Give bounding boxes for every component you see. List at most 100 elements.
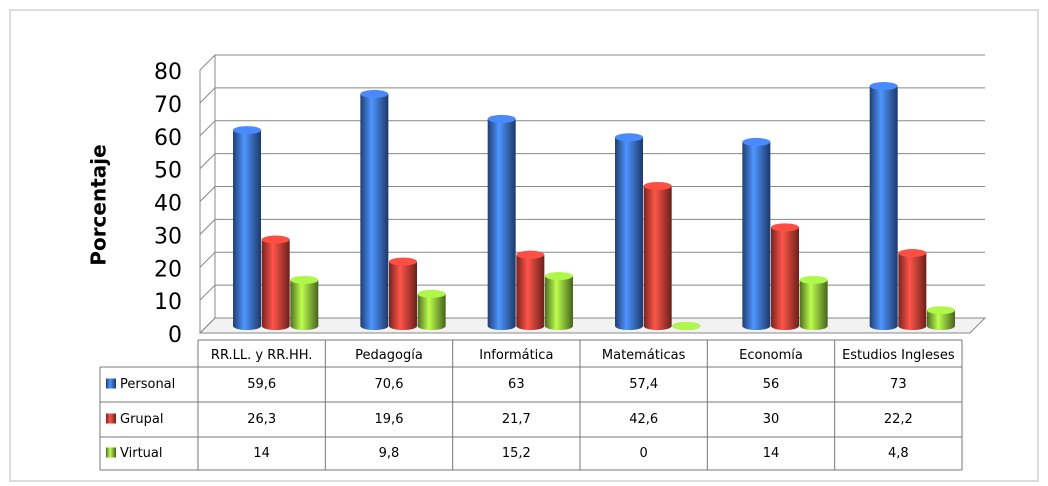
table-cell: 56 (763, 377, 780, 392)
cylinder-bottom (290, 322, 319, 330)
bar (360, 89, 389, 330)
y-tick-label: 0 (168, 323, 182, 348)
cylinder-body (742, 141, 771, 326)
y-tick-label: 20 (154, 257, 182, 282)
cylinder-top (615, 133, 644, 142)
cylinder-bottom (926, 322, 955, 330)
legend-label: Personal (120, 377, 175, 392)
cylinder-body (233, 130, 262, 326)
x-tick-label: Pedagogía (355, 348, 423, 363)
table-cell: 57,4 (629, 377, 658, 392)
cylinder-bottom (898, 322, 927, 330)
table-cell: 59,6 (247, 377, 276, 392)
legend-swatch (106, 378, 116, 389)
table-cell: 14 (253, 446, 270, 461)
cylinder-bottom (360, 322, 389, 330)
cylinder-body (544, 276, 573, 326)
grid-line (199, 153, 985, 169)
grid-line (199, 284, 985, 301)
cylinder-body (360, 93, 389, 326)
cylinder-body (516, 254, 545, 326)
cylinder-top (898, 249, 927, 258)
bar (544, 272, 573, 330)
cylinder-body (869, 86, 898, 326)
cylinder-top (290, 275, 319, 284)
grid-line (199, 87, 985, 104)
bar (771, 223, 800, 330)
table-cell: 70,6 (375, 377, 404, 392)
cylinder-top (869, 82, 898, 91)
grid-line (199, 251, 985, 268)
x-tick-label: Economía (739, 348, 803, 363)
cylinder-bottom (771, 322, 800, 330)
table-cell: 22,2 (884, 412, 913, 427)
cylinder-bottom (233, 322, 262, 330)
table-cell: 19,6 (375, 412, 404, 427)
table-cell: 42,6 (629, 412, 658, 427)
cylinder-body (261, 239, 290, 326)
cylinder-bottom (389, 322, 418, 330)
x-tick-label: RR.LL. y RR.HH. (211, 348, 313, 363)
cylinder-top (389, 257, 418, 266)
bar (869, 82, 898, 330)
bar (389, 257, 418, 330)
cylinder-body (487, 118, 516, 326)
bar (799, 275, 828, 330)
cylinder-body (290, 279, 319, 326)
bar (261, 235, 290, 330)
cylinder-bottom (643, 322, 672, 330)
y-tick-label: 70 (154, 93, 182, 118)
table-cell: 73 (890, 377, 907, 392)
cylinder-body (389, 261, 418, 326)
cylinder-top (417, 289, 446, 298)
bar (742, 137, 771, 330)
grid-line (199, 218, 985, 235)
table-cell: 30 (763, 412, 780, 427)
cylinder-top (643, 181, 672, 190)
cylinder-top (799, 275, 828, 284)
y-tick-label: 30 (154, 224, 182, 249)
cylinder-top (926, 306, 955, 315)
x-tick-label: Matemáticas (602, 348, 686, 363)
grid-line (199, 54, 985, 71)
cylinder-top (516, 250, 545, 259)
bar (615, 133, 644, 330)
y-axis-label: Porcentaje (87, 144, 111, 265)
cylinder-bottom (615, 322, 644, 330)
table-cell: 14 (763, 446, 780, 461)
cylinder-body (799, 279, 828, 326)
legend-label: Virtual (120, 446, 162, 461)
bar (233, 126, 262, 330)
grid-line (199, 317, 985, 334)
table-cell: 0 (640, 446, 648, 461)
bar (926, 306, 955, 330)
cylinder-body (898, 253, 927, 326)
bar (417, 289, 446, 330)
bar (672, 322, 701, 330)
y-tick-label: 40 (154, 192, 182, 217)
legend-label: Grupal (120, 412, 164, 427)
cylinder-top (261, 235, 290, 244)
cylinder-body (926, 310, 955, 326)
bar (290, 275, 319, 330)
cylinder-body (417, 293, 446, 326)
table-cell: 63 (508, 377, 525, 392)
cylinder-bottom (261, 322, 290, 330)
y-tick-label: 10 (154, 290, 182, 315)
x-tick-label: Informática (479, 348, 553, 363)
cylinder-bottom (799, 322, 828, 330)
cylinder-top (233, 126, 262, 135)
cylinder-bottom (516, 322, 545, 330)
cylinder-bottom (487, 322, 516, 330)
cylinder-body (643, 185, 672, 326)
grid-line (199, 186, 985, 202)
y-tick-label: 50 (154, 159, 182, 184)
y-tick-label: 80 (154, 60, 182, 85)
table-cell: 21,7 (502, 412, 531, 427)
cylinder-top (672, 322, 701, 330)
y-tick-label: 60 (154, 126, 182, 151)
table-cell: 15,2 (502, 446, 531, 461)
cylinder-bottom (742, 322, 771, 330)
bar (643, 181, 672, 330)
